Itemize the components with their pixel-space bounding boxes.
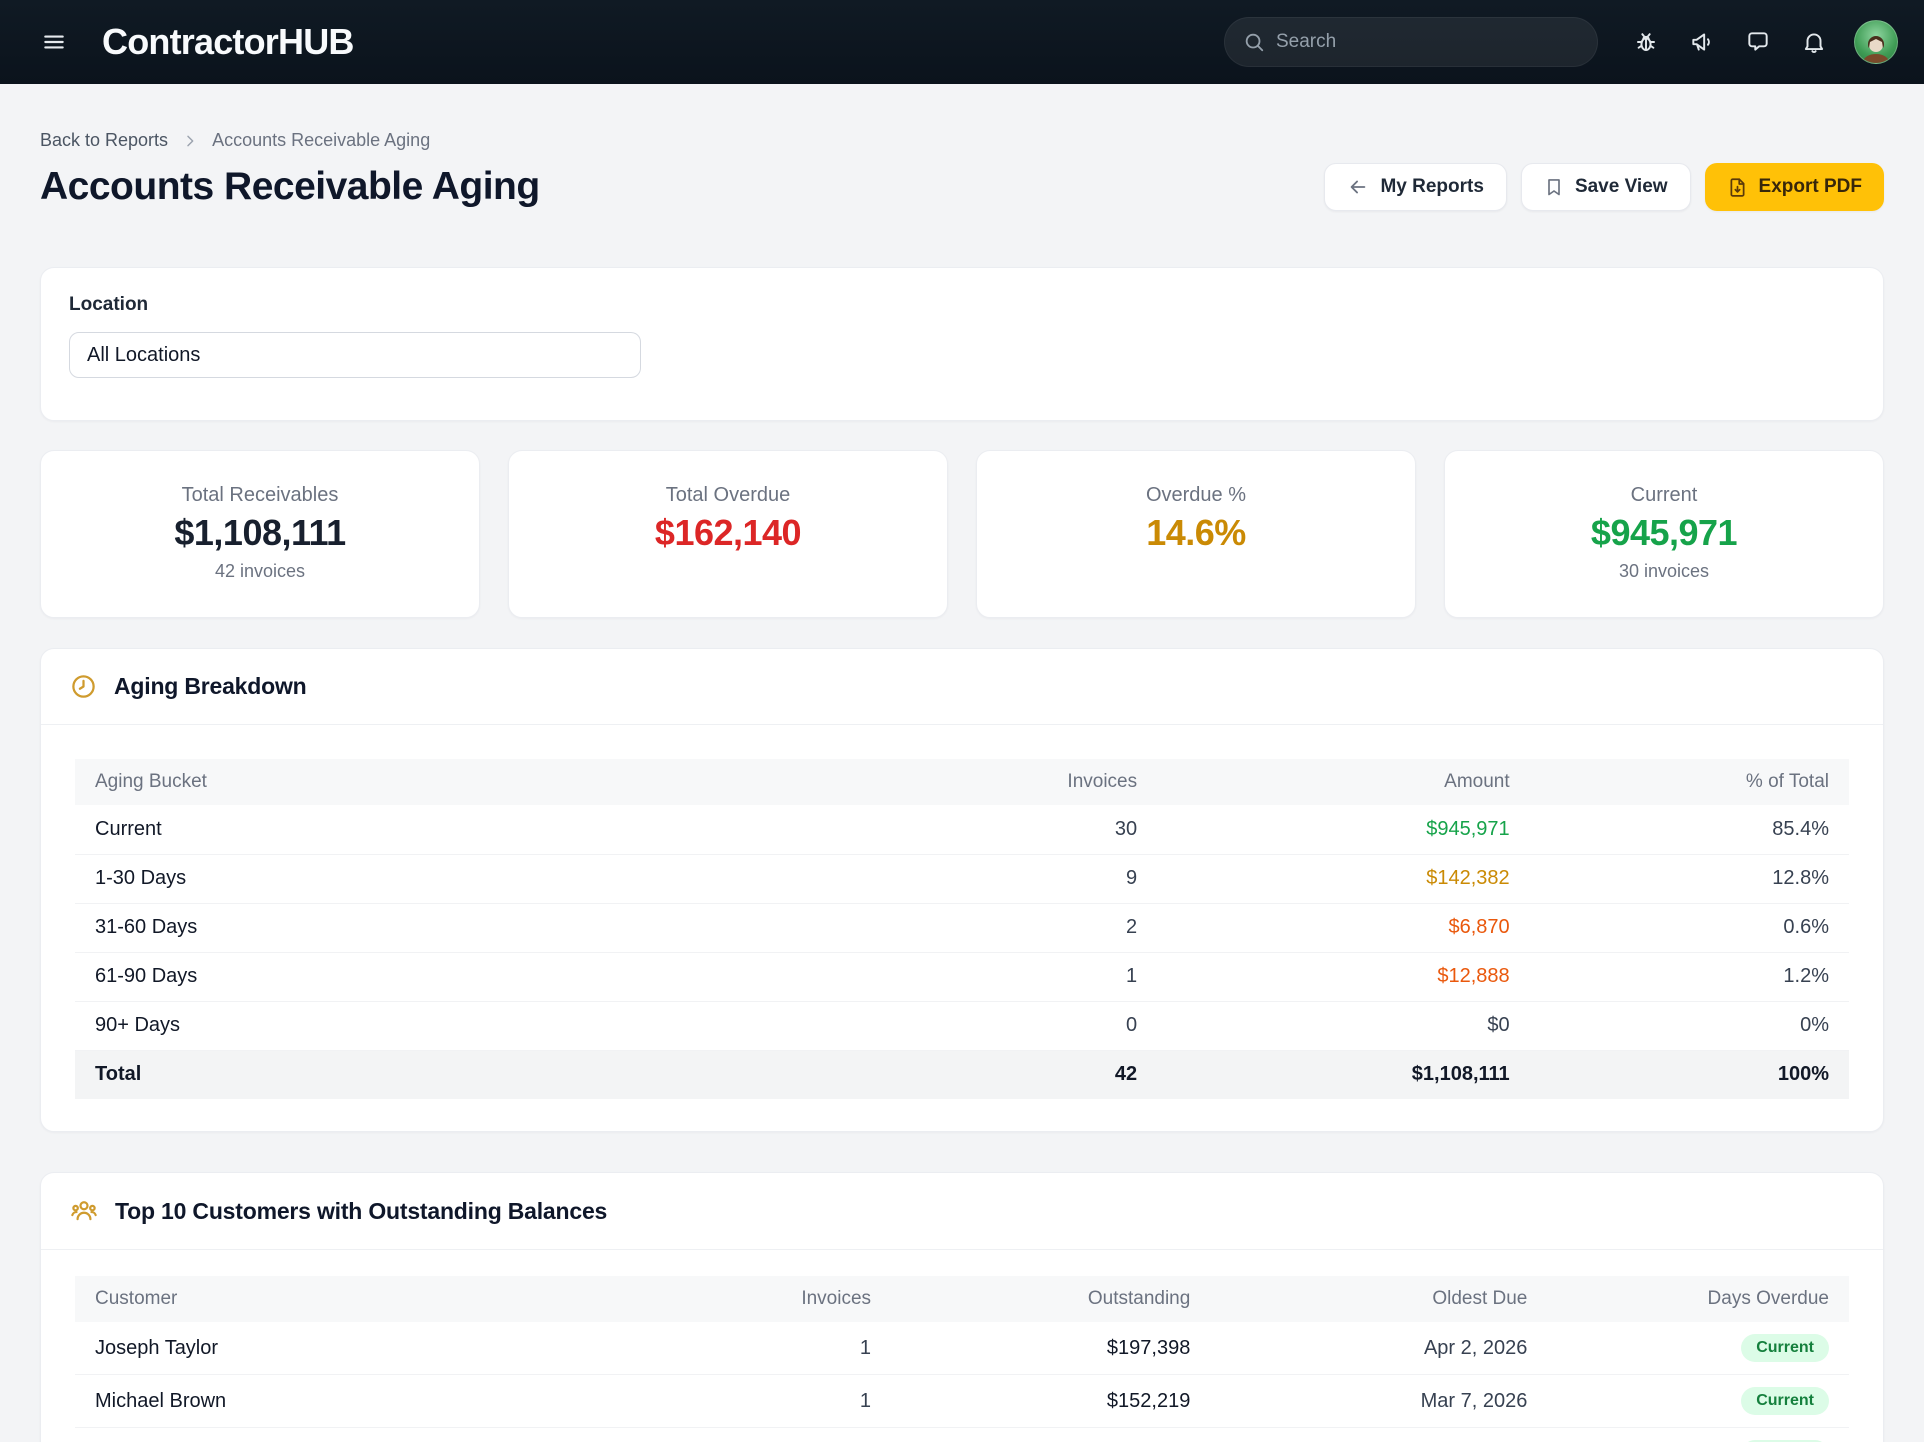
chevron-right-icon bbox=[182, 133, 198, 149]
table-row: Current 30 $945,971 85.4% bbox=[75, 805, 1849, 855]
arrow-left-icon bbox=[1347, 176, 1369, 198]
table-row: Michael Brown 1 $152,219 Mar 7, 2026 Cur… bbox=[75, 1374, 1849, 1428]
location-select[interactable]: All Locations bbox=[69, 332, 641, 378]
my-reports-button[interactable]: My Reports bbox=[1324, 163, 1507, 211]
navbar-icon-group bbox=[1632, 28, 1828, 56]
announcements-icon[interactable] bbox=[1688, 28, 1716, 56]
search-input[interactable] bbox=[1276, 31, 1579, 53]
breadcrumb-current: Accounts Receivable Aging bbox=[212, 130, 431, 150]
table-row: 61-90 Days 1 $12,888 1.2% bbox=[75, 952, 1849, 1002]
breadcrumb-back-link[interactable]: Back to Reports bbox=[40, 130, 169, 150]
hamburger-menu-icon[interactable] bbox=[32, 20, 76, 64]
users-icon bbox=[70, 1197, 98, 1225]
app-logo[interactable]: ContractorHUB bbox=[102, 21, 354, 62]
customers-table-header: Customer Invoices Outstanding Oldest Due… bbox=[75, 1276, 1849, 1322]
stat-value: $162,140 bbox=[654, 512, 802, 553]
chat-icon[interactable] bbox=[1744, 28, 1772, 56]
customers-section-title: Top 10 Customers with Outstanding Balanc… bbox=[115, 1197, 608, 1224]
aging-section-title: Aging Breakdown bbox=[114, 673, 307, 699]
aging-breakdown-card: Aging Breakdown Aging Bucket Invoices Am… bbox=[40, 648, 1884, 1132]
customers-table: Customer Invoices Outstanding Oldest Due… bbox=[75, 1276, 1849, 1442]
breadcrumb: Back to Reports Accounts Receivable Agin… bbox=[40, 130, 1884, 151]
table-row: 1-30 Days 9 $142,382 12.8% bbox=[75, 854, 1849, 904]
search-icon bbox=[1243, 31, 1265, 53]
table-row: Jennifer Garcia 1 $97,199 Mar 29, 2026 C… bbox=[75, 1427, 1849, 1442]
file-download-icon bbox=[1727, 177, 1748, 198]
top-customers-card: Top 10 Customers with Outstanding Balanc… bbox=[40, 1172, 1884, 1442]
status-badge: Current bbox=[1741, 1334, 1829, 1362]
notifications-bell-icon[interactable] bbox=[1800, 28, 1828, 56]
stat-value: $1,108,111 bbox=[174, 512, 346, 553]
export-pdf-button[interactable]: Export PDF bbox=[1704, 163, 1884, 211]
aging-table: Aging Bucket Invoices Amount % of Total … bbox=[75, 759, 1849, 1099]
page-actions: My Reports Save View Export PDF bbox=[1324, 163, 1884, 211]
stat-value: $945,971 bbox=[1590, 512, 1738, 553]
user-avatar[interactable] bbox=[1854, 20, 1898, 64]
stat-total-receivables: Total Receivables $1,108,111 42 invoices bbox=[40, 450, 480, 618]
aging-total-row: Total 42 $1,108,111 100% bbox=[75, 1050, 1849, 1099]
stat-total-overdue: Total Overdue $162,140 bbox=[508, 450, 948, 618]
status-badge: Current bbox=[1741, 1387, 1829, 1415]
stat-overdue-percent: Overdue % 14.6% bbox=[976, 450, 1416, 618]
save-view-button[interactable]: Save View bbox=[1520, 163, 1691, 211]
page-title: Accounts Receivable Aging bbox=[40, 165, 540, 208]
global-search[interactable] bbox=[1224, 17, 1598, 67]
table-row: Joseph Taylor 1 $197,398 Apr 2, 2026 Cur… bbox=[75, 1322, 1849, 1375]
stat-cards: Total Receivables $1,108,111 42 invoices… bbox=[40, 450, 1884, 618]
table-row: 31-60 Days 2 $6,870 0.6% bbox=[75, 903, 1849, 953]
status-badge: Current bbox=[1741, 1440, 1829, 1442]
filters-card: Location All Locations bbox=[40, 267, 1884, 421]
clock-icon bbox=[70, 673, 97, 700]
top-navbar: ContractorHUB bbox=[0, 0, 1924, 84]
stat-value: 14.6% bbox=[1146, 512, 1246, 553]
table-row: 90+ Days 0 $0 0% bbox=[75, 1001, 1849, 1051]
location-label: Location bbox=[69, 294, 149, 315]
stat-current: Current $945,971 30 invoices bbox=[1444, 450, 1884, 618]
bookmark-icon bbox=[1544, 177, 1564, 197]
aging-table-header: Aging Bucket Invoices Amount % of Total bbox=[75, 759, 1849, 805]
bug-report-icon[interactable] bbox=[1632, 28, 1660, 56]
